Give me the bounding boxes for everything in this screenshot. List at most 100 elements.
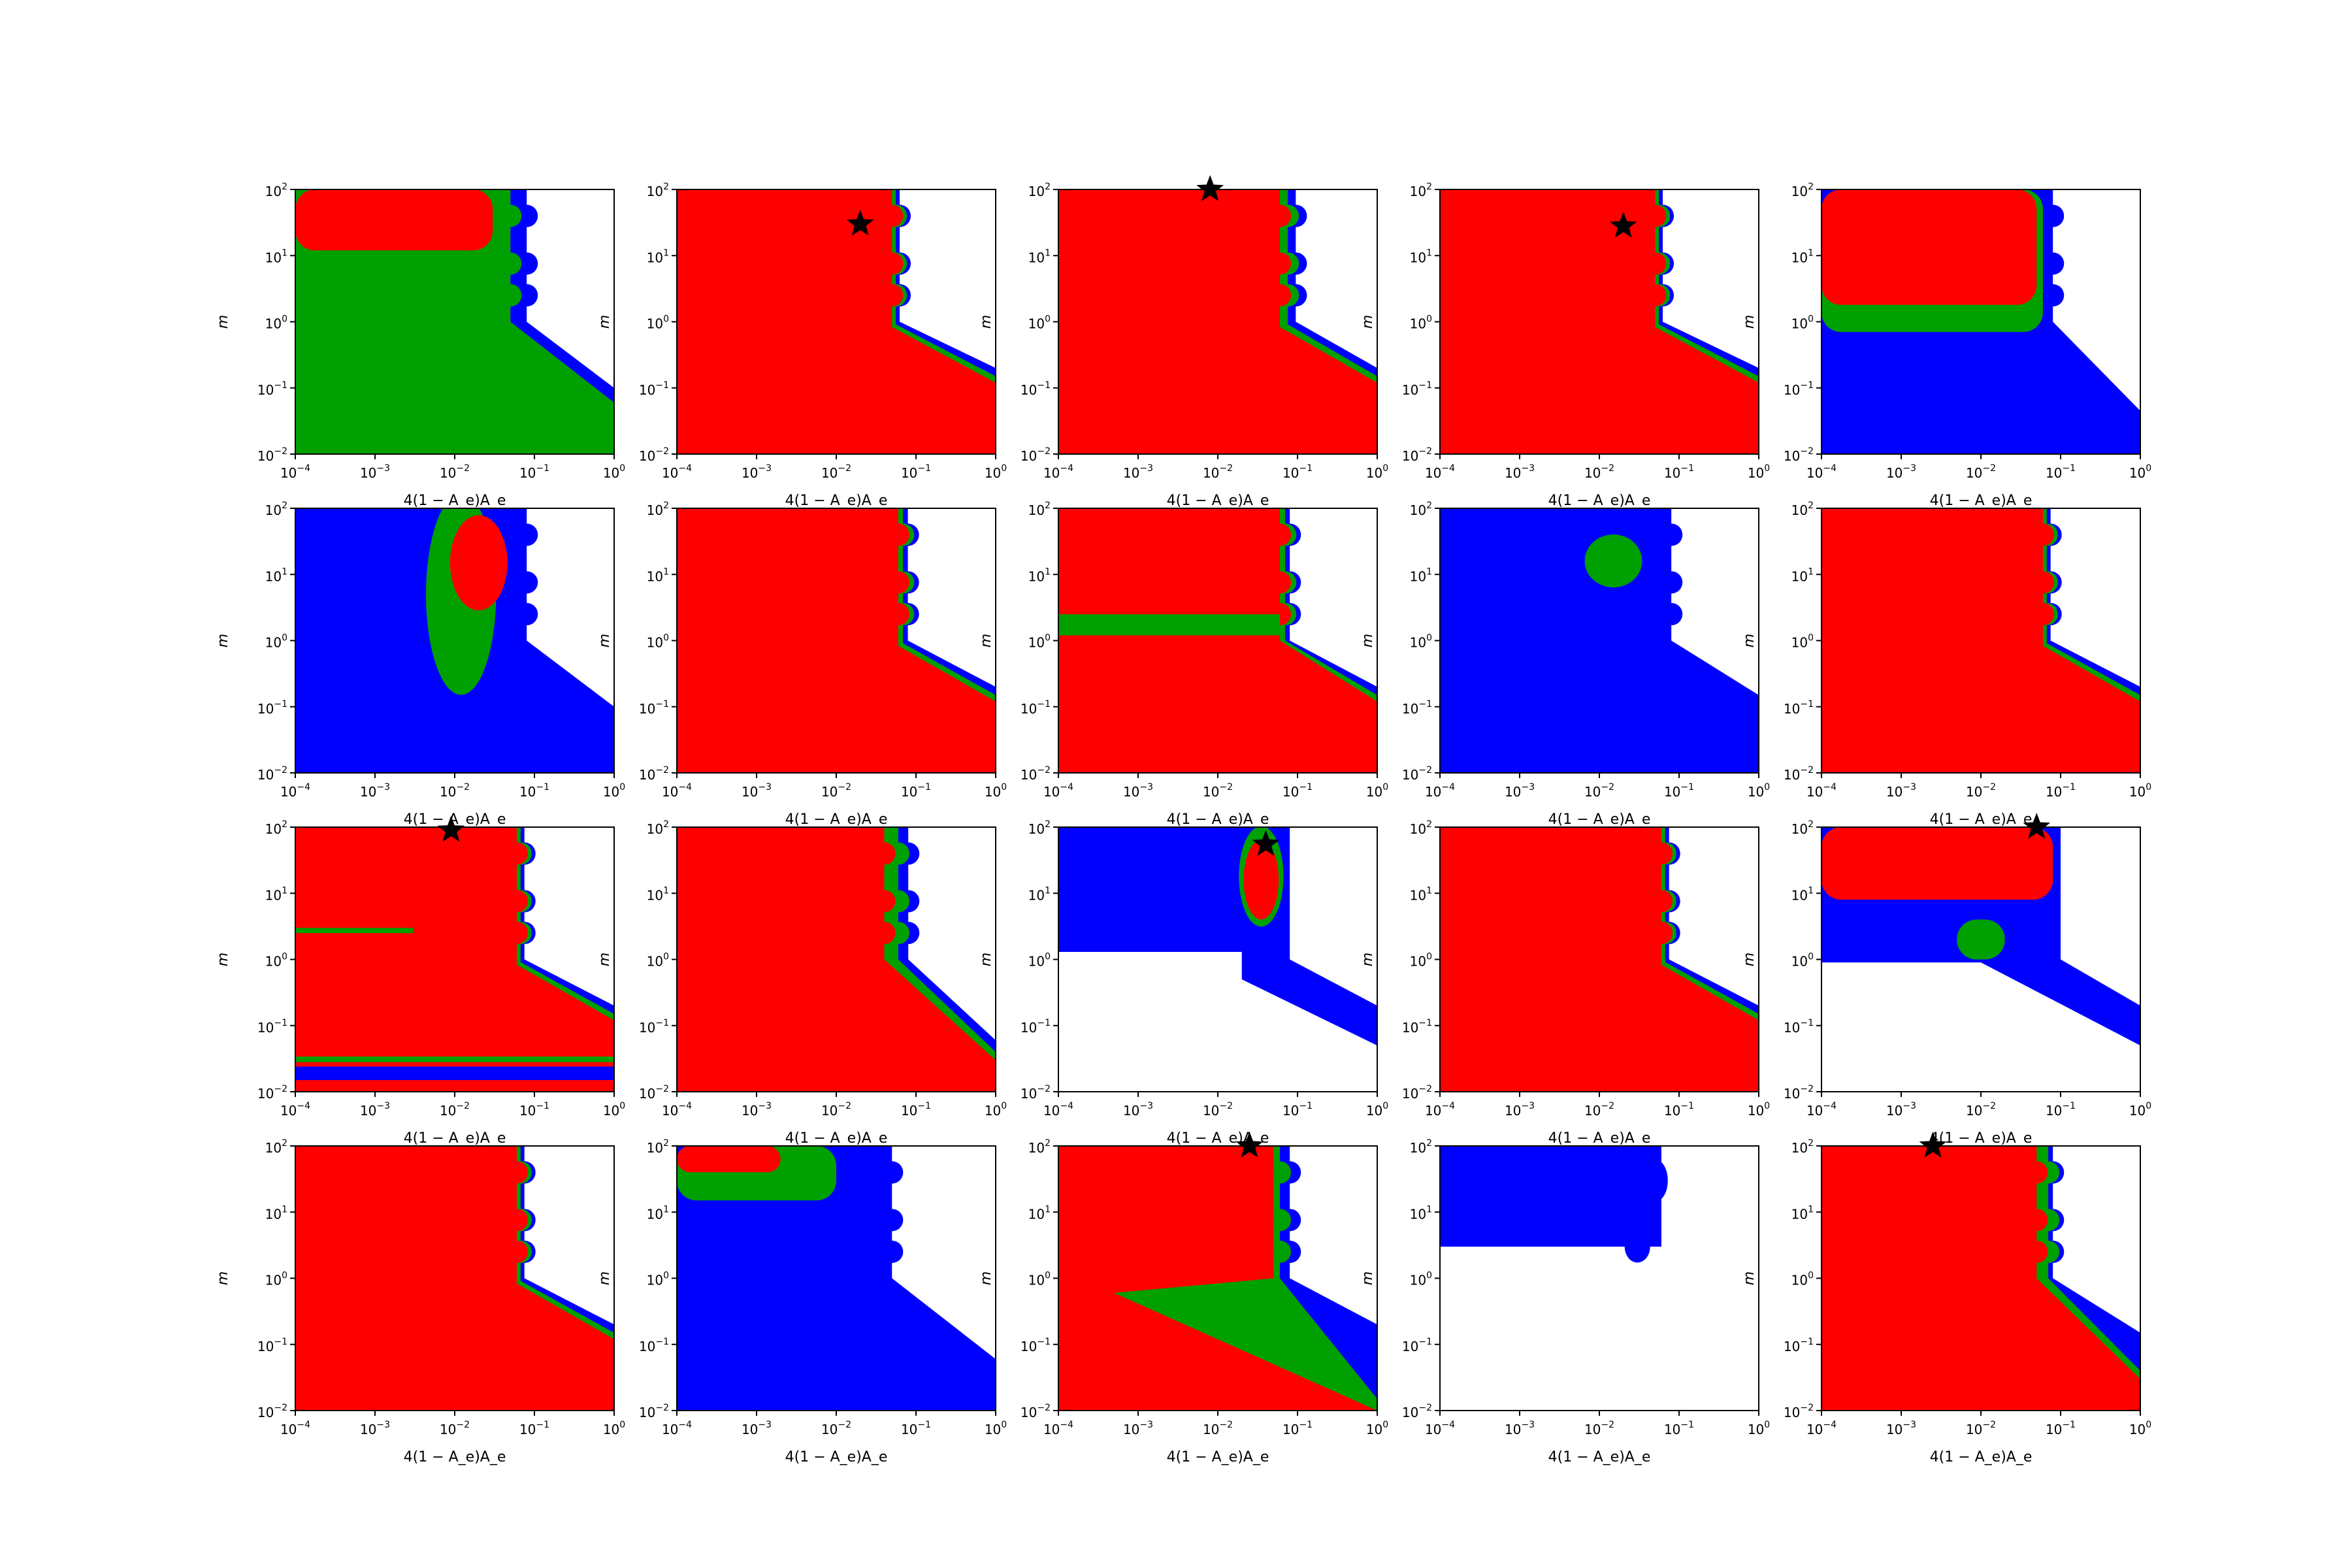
x-tick-label: 10−3 (1123, 782, 1153, 800)
region-red (1440, 827, 1759, 1092)
x-tick-label: 10−3 (1123, 1420, 1153, 1437)
tick-exponent: 0 (2146, 463, 2151, 474)
tick-base: 10 (647, 184, 663, 199)
y-tick-label: 10−1 (257, 1018, 287, 1036)
star-marker (1235, 1132, 1264, 1158)
tick-exponent: −2 (1982, 1420, 1996, 1430)
x-tick-label: 10−4 (1425, 1420, 1455, 1437)
region-blue (677, 1146, 996, 1411)
tick-base: 10 (1282, 1422, 1299, 1437)
tick-base: 10 (265, 502, 282, 518)
tick-exponent: 0 (1001, 782, 1007, 792)
subplot-17: 10−4 10−3 10−2 10−1 10010−210−1100101102m4(1… (596, 1138, 1007, 1465)
tick-exponent: 2 (1808, 182, 1814, 192)
region-green-lobe (499, 204, 522, 227)
tick-base: 10 (1021, 1339, 1037, 1354)
tick-exponent: −3 (1521, 463, 1535, 474)
tick-base: 10 (265, 1273, 282, 1288)
y-tick-label: 100 (1028, 314, 1051, 332)
star-marker (1919, 1132, 1947, 1158)
tick-exponent: −2 (1037, 1403, 1051, 1413)
tick-exponent: 1 (1045, 1204, 1051, 1215)
x-tick-label: 10−2 (1584, 1101, 1614, 1119)
tick-base: 10 (985, 784, 1001, 800)
tick-base: 10 (647, 1140, 663, 1156)
x-tick-label: 10−1 (519, 463, 549, 481)
tick-base: 10 (647, 568, 663, 584)
x-tick-label: 10−3 (742, 463, 772, 481)
tick-base: 10 (639, 1339, 655, 1354)
tick-exponent: −2 (655, 1084, 669, 1094)
tick-exponent: −2 (456, 1420, 470, 1430)
tick-exponent: −1 (1037, 1337, 1051, 1347)
x-tick-label: 10−3 (360, 463, 390, 481)
tick-base: 10 (1410, 1273, 1426, 1288)
tick-base: 10 (265, 887, 282, 903)
tick-base: 10 (1886, 1103, 1903, 1119)
x-tick-label: 10−3 (360, 1101, 390, 1119)
y-tick-label: 10−1 (639, 380, 669, 398)
x-axis-label: 4(1 − A_e)A_e (785, 1449, 888, 1465)
region-red-lobe (505, 890, 529, 913)
x-axis-label: 4(1 − A_e)A_e (1930, 1449, 2033, 1465)
tick-exponent: 1 (282, 248, 287, 258)
tick-base: 10 (1021, 382, 1037, 398)
x-tick-label: 100 (2129, 1420, 2151, 1437)
tick-base: 10 (1886, 465, 1903, 481)
tick-base: 10 (1402, 1020, 1418, 1036)
tick-base: 10 (1784, 448, 1800, 464)
tick-base: 10 (2129, 1103, 2146, 1119)
tick-base: 10 (360, 784, 376, 800)
x-tick-label: 10−1 (519, 1420, 549, 1437)
tick-base: 10 (265, 635, 282, 651)
tick-base: 10 (440, 784, 456, 800)
tick-exponent: 2 (663, 819, 669, 830)
x-tick-label: 10−2 (1966, 782, 1996, 800)
tick-exponent: −4 (678, 1101, 692, 1111)
tick-base: 10 (1748, 1422, 1764, 1437)
tick-base: 10 (647, 1273, 663, 1288)
region-blue-lobe (1660, 523, 1683, 546)
tick-base: 10 (519, 1422, 536, 1437)
tick-exponent: 0 (282, 1271, 287, 1281)
tick-base: 10 (1282, 784, 1299, 800)
tick-exponent: 2 (1426, 1138, 1432, 1149)
x-tick-label: 10−1 (901, 782, 931, 800)
tick-base: 10 (1203, 1422, 1219, 1437)
x-tick-label: 10−1 (2046, 463, 2076, 481)
tick-exponent: −3 (1521, 782, 1535, 792)
y-axis-label: m (978, 1271, 994, 1285)
x-tick-label: 100 (603, 1101, 625, 1119)
tick-exponent: −4 (678, 782, 692, 792)
y-axis-label: m (215, 315, 231, 329)
tick-base: 10 (1028, 887, 1045, 903)
tick-base: 10 (1366, 1103, 1382, 1119)
x-tick-label: 10−2 (1966, 463, 1996, 481)
y-tick-label: 10−2 (1402, 1403, 1432, 1420)
y-tick-label: 10−1 (1402, 699, 1432, 717)
y-tick-label: 101 (265, 1204, 287, 1222)
tick-base: 10 (647, 821, 663, 837)
x-tick-label: 10−4 (1043, 1420, 1073, 1437)
y-tick-label: 102 (1028, 182, 1051, 199)
tick-base: 10 (1123, 1103, 1139, 1119)
tick-base: 10 (265, 821, 282, 837)
y-tick-label: 10−1 (1784, 699, 1814, 717)
region-red-lobe (2031, 523, 2055, 546)
tick-exponent: −1 (1037, 380, 1051, 391)
tick-base: 10 (1021, 1086, 1037, 1102)
y-tick-label: 10−1 (1021, 1018, 1051, 1036)
y-tick-label: 101 (1028, 1204, 1051, 1222)
region-blue-band (295, 1066, 614, 1081)
region-green-lobe (499, 252, 522, 275)
x-tick-label: 100 (1366, 782, 1388, 800)
tick-base: 10 (821, 1422, 838, 1437)
tick-exponent: 0 (1808, 633, 1814, 644)
x-tick-label: 100 (2129, 1101, 2151, 1119)
tick-exponent: 1 (1808, 248, 1814, 258)
region-red (1821, 1146, 2140, 1411)
tick-exponent: −2 (1037, 1084, 1051, 1094)
tick-exponent: 0 (1808, 952, 1814, 962)
tick-exponent: 0 (1426, 633, 1432, 644)
x-tick-label: 100 (1748, 1101, 1770, 1119)
